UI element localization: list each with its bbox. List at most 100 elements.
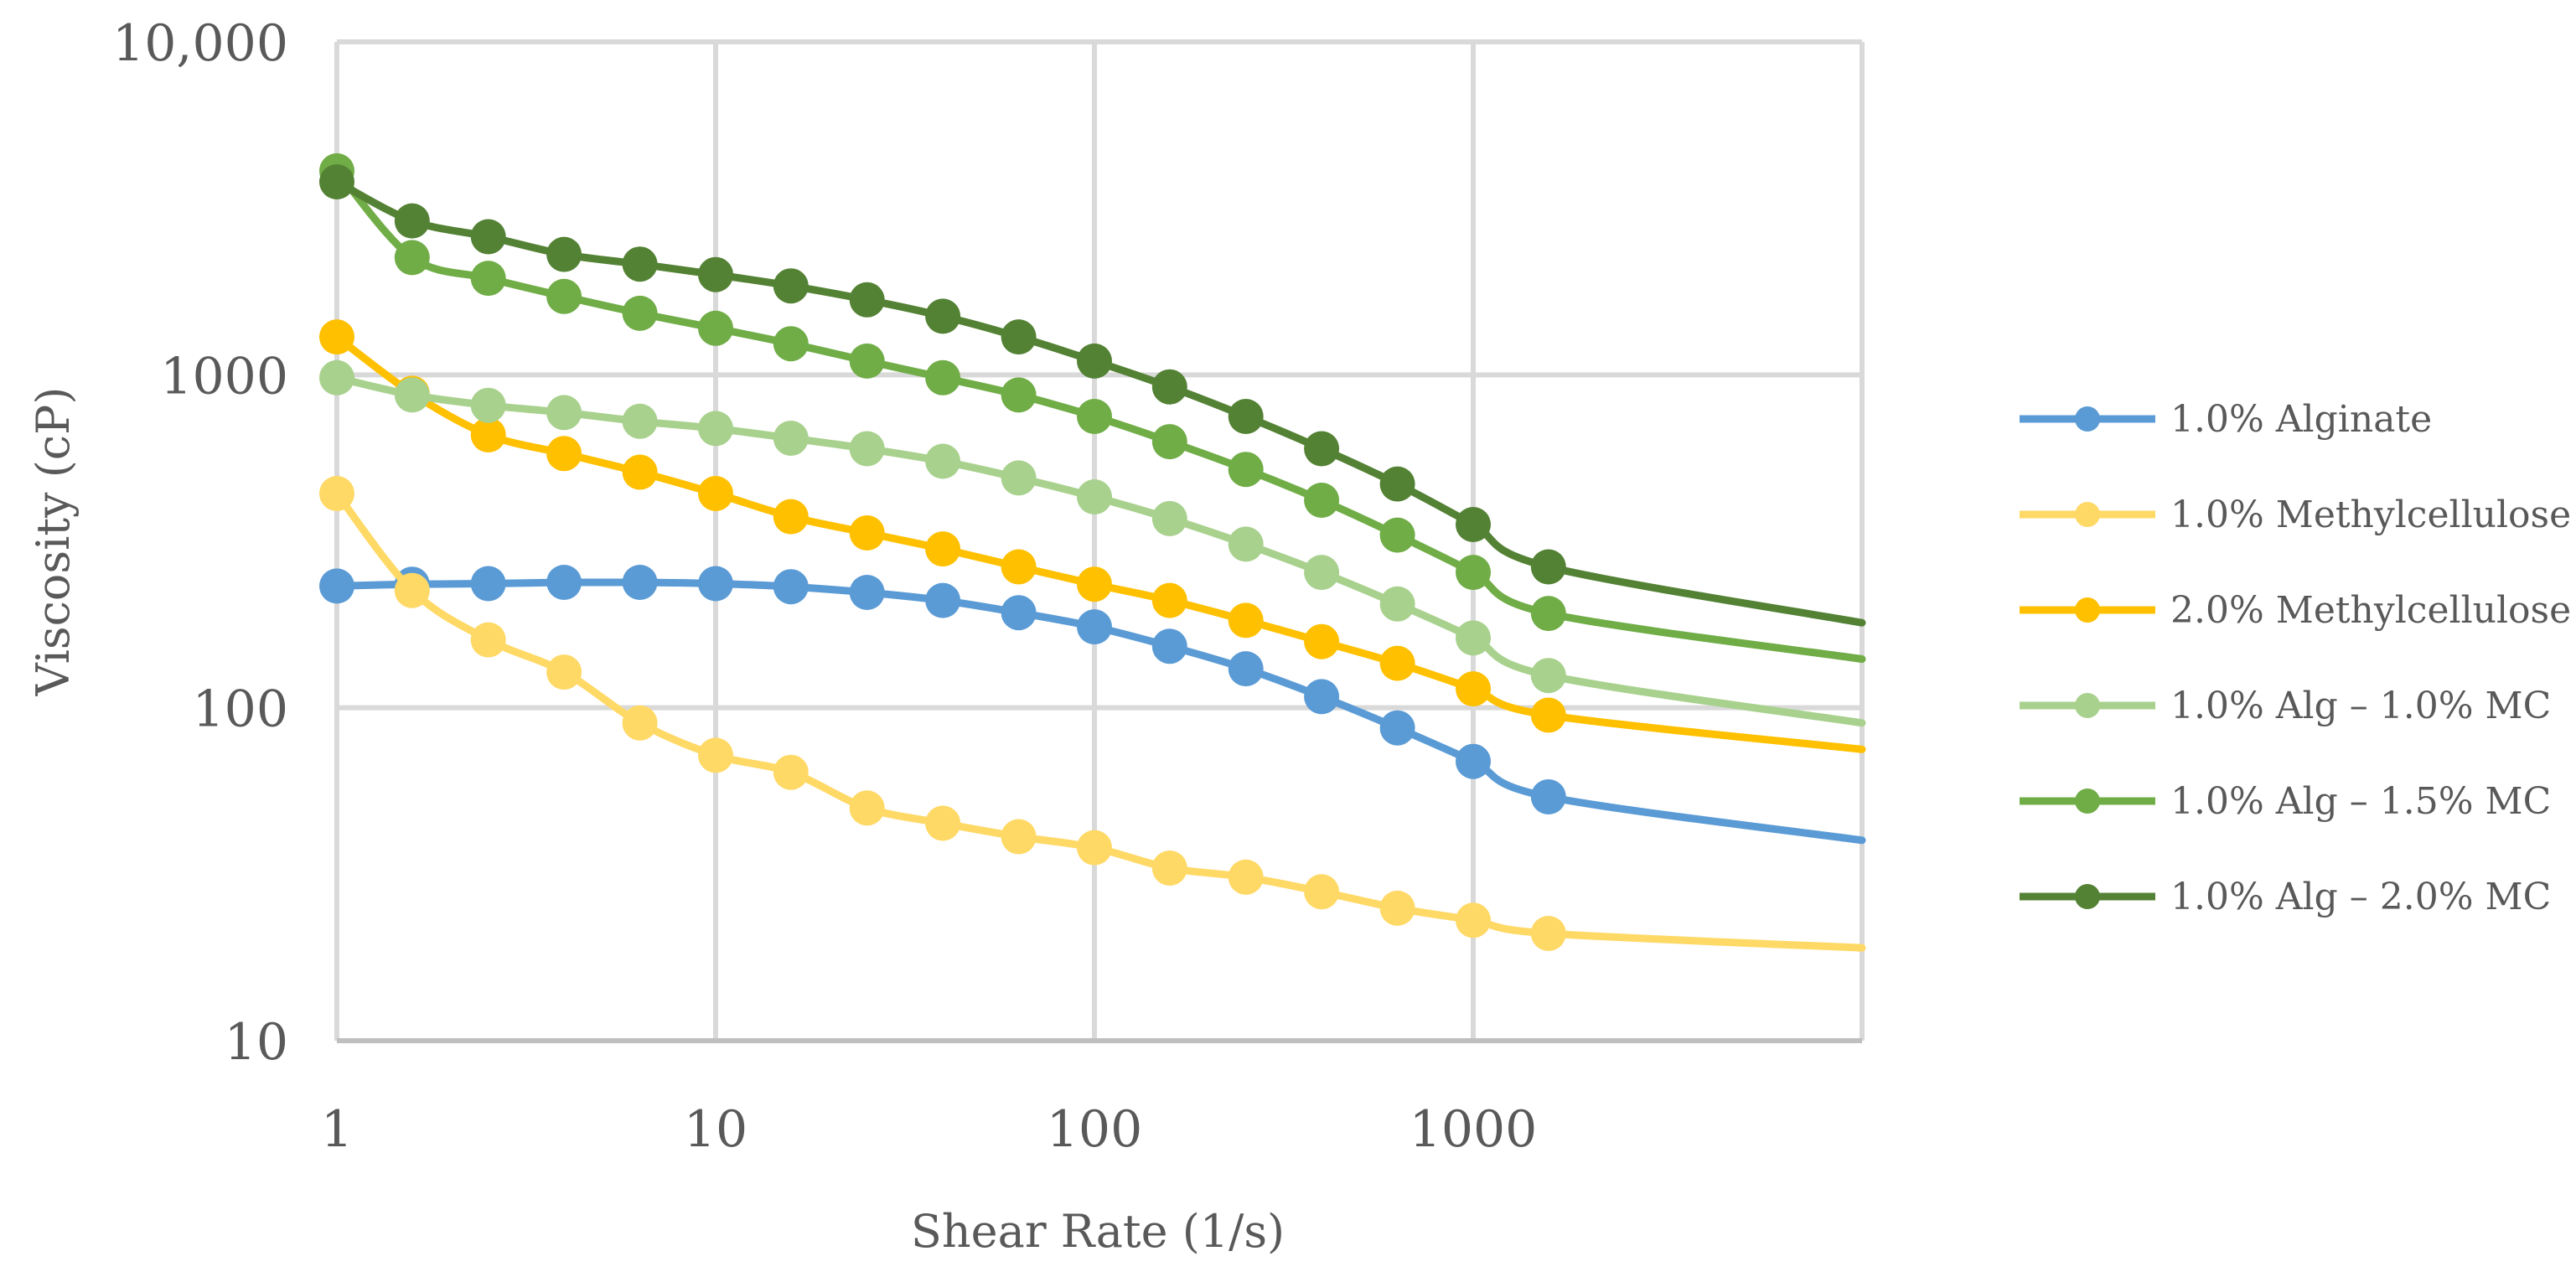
data-point: [470, 417, 506, 452]
data-point: [622, 454, 658, 490]
data-point: [1001, 460, 1037, 496]
y-tick-label: 10,000: [112, 14, 288, 73]
data-point: [1456, 555, 1491, 591]
data-point: [622, 403, 658, 439]
data-point: [698, 411, 733, 447]
data-point: [394, 377, 430, 413]
data-point: [849, 282, 885, 318]
data-point: [319, 164, 354, 199]
data-point: [1077, 566, 1112, 602]
grid-lines: [334, 39, 1865, 1041]
data-point: [1530, 916, 1566, 951]
legend: 1.0% Alginate 1.0% Methylcellulose 2.0% Me…: [2020, 398, 2571, 918]
data-point: [470, 387, 506, 423]
data-point: [1077, 479, 1112, 514]
data-point: [1379, 517, 1415, 553]
data-point: [1379, 890, 1415, 926]
data-point: [925, 298, 961, 334]
series-group: [319, 153, 1866, 952]
data-point: [773, 326, 809, 362]
series-5: [319, 153, 1866, 664]
data-point: [925, 359, 961, 396]
data-point: [773, 754, 809, 790]
data-point: [925, 582, 961, 618]
x-tick-label: 1: [321, 1100, 353, 1159]
data-point: [546, 654, 582, 690]
data-point: [925, 443, 961, 479]
data-point: [1530, 549, 1566, 585]
data-point: [1304, 431, 1340, 467]
data-point: [1228, 651, 1264, 687]
data-point: [319, 319, 354, 355]
data-point: [546, 278, 582, 314]
data-point: [1530, 779, 1566, 814]
tick-labels: 1 10 100 1000 10 100 1000 10,000: [112, 14, 1537, 1159]
data-point: [1379, 645, 1415, 681]
data-point: [849, 575, 885, 610]
x-tick-label: 100: [1047, 1100, 1143, 1159]
data-point: [1077, 609, 1112, 645]
data-point: [1530, 697, 1566, 733]
data-point: [1001, 595, 1037, 631]
data-point: [546, 395, 582, 431]
data-point: [1228, 526, 1264, 562]
legend-marker: [2075, 597, 2100, 623]
x-tick-label: 1000: [1410, 1100, 1538, 1159]
data-point: [849, 343, 885, 379]
data-point: [1151, 500, 1187, 536]
y-tick-label: 10: [225, 1013, 288, 1072]
x-axis-title: Shear Rate (1/s): [911, 1205, 1285, 1258]
data-point: [698, 476, 733, 511]
data-point: [622, 565, 658, 600]
data-point: [849, 790, 885, 826]
data-point: [773, 268, 809, 304]
data-point: [1228, 859, 1264, 895]
data-point: [1151, 628, 1187, 664]
data-point: [394, 203, 430, 239]
series-4: [319, 359, 1866, 727]
y-tick-label: 1000: [160, 347, 288, 406]
data-point: [470, 219, 506, 255]
series-3: [319, 319, 1866, 753]
data-point: [773, 421, 809, 456]
legend-item: 2.0% Methylcellulose: [2020, 589, 2571, 632]
legend-item: 1.0% Alg – 2.0% MC: [2020, 876, 2551, 918]
data-point: [925, 531, 961, 567]
data-point: [698, 737, 733, 773]
data-point: [1001, 819, 1037, 855]
data-point: [1151, 582, 1187, 618]
data-point: [698, 256, 733, 292]
data-point: [1001, 549, 1037, 585]
data-point: [773, 499, 809, 535]
data-point: [1228, 399, 1264, 434]
data-point: [394, 572, 430, 608]
series-6: [319, 164, 1866, 627]
data-point: [1456, 671, 1491, 707]
legend-marker: [2075, 406, 2100, 432]
data-point: [773, 569, 809, 605]
legend-marker: [2075, 693, 2100, 718]
data-point: [622, 246, 658, 282]
data-point: [1530, 658, 1566, 694]
data-point: [1151, 850, 1187, 886]
data-point: [1151, 424, 1187, 460]
y-axis-title: Viscosity (cP): [27, 387, 80, 697]
data-point: [1379, 710, 1415, 746]
legend-item: 1.0% Alg – 1.0% MC: [2020, 685, 2551, 727]
data-point: [546, 565, 582, 600]
data-point: [470, 261, 506, 297]
legend-label: 2.0% Methylcellulose: [2170, 589, 2571, 632]
series-1: [319, 565, 1866, 845]
legend-label: 1.0% Alg – 1.0% MC: [2170, 685, 2551, 727]
data-point: [1151, 369, 1187, 405]
legend-item: 1.0% Alginate: [2020, 398, 2432, 441]
data-point: [622, 705, 658, 741]
data-point: [925, 805, 961, 841]
legend-label: 1.0% Methylcellulose: [2170, 494, 2571, 536]
data-point: [1077, 830, 1112, 866]
y-tick-label: 100: [192, 680, 288, 739]
data-point: [1001, 319, 1037, 355]
data-point: [1001, 377, 1037, 413]
data-point: [319, 359, 354, 396]
data-point: [1530, 596, 1566, 632]
